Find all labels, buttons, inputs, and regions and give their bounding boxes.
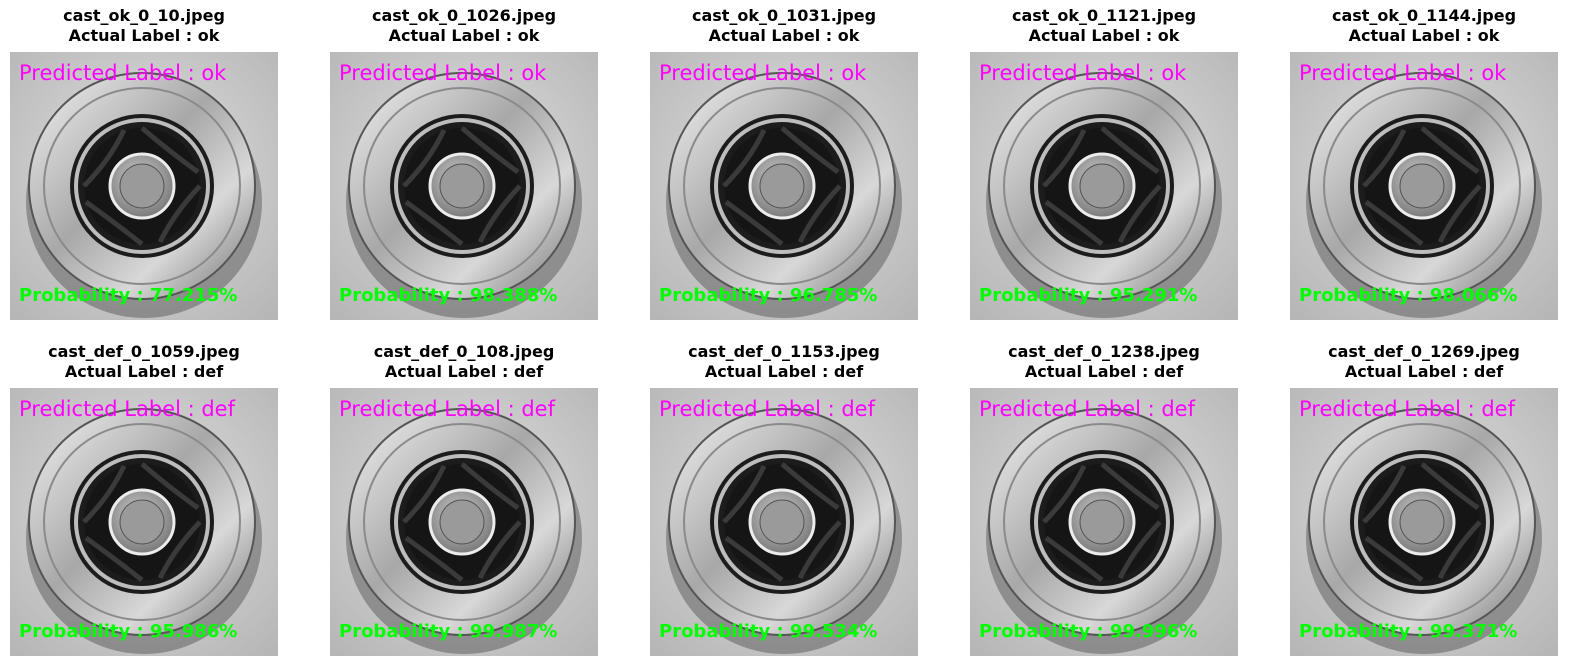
panel-actual-label: Actual Label : ok [388,26,540,45]
panel-filename: cast_def_0_1269.jpeg [1328,342,1520,361]
casting-photo [10,52,278,320]
probability-overlay: Probability : 99.996% [979,621,1198,642]
predicted-label-overlay: Predicted Label : def [659,397,875,421]
predicted-label-overlay: Predicted Label : ok [1299,61,1507,85]
panel-filename: cast_ok_0_1026.jpeg [371,6,557,25]
panel-actual-label: Actual Label : ok [708,26,860,45]
panel-filename: cast_ok_0_1031.jpeg [691,6,877,25]
probability-overlay: Probability : 99.987% [339,621,558,642]
probability-overlay: Probability : 98.388% [339,285,558,306]
predicted-label-overlay: Predicted Label : ok [19,61,227,85]
casting-photo [330,388,598,656]
casting-image: Predicted Label : ok Probability : 95.29… [970,52,1238,320]
casting-image: Predicted Label : def Probability : 99.5… [650,388,918,656]
casting-image: Predicted Label : ok Probability : 98.38… [330,52,598,320]
casting-photo [330,52,598,320]
panel-actual-label: Actual Label : def [1024,362,1184,381]
predicted-label-overlay: Predicted Label : def [339,397,555,421]
panel-filename: cast_ok_0_1144.jpeg [1331,6,1517,25]
casting-image: Predicted Label : def Probability : 99.9… [970,388,1238,656]
panel-actual-label: Actual Label : ok [1028,26,1180,45]
casting-photo [650,388,918,656]
panel-filename: cast_def_0_108.jpeg [373,342,555,361]
casting-photo [970,388,1238,656]
panel-filename: cast_ok_0_10.jpeg [63,6,225,25]
panel-filename: cast_def_0_1238.jpeg [1008,342,1200,361]
panel-actual-label: Actual Label : def [704,362,864,381]
probability-overlay: Probability : 96.785% [659,285,878,306]
casting-photo [10,388,278,656]
casting-image: Predicted Label : ok Probability : 98.06… [1290,52,1558,320]
panel-actual-label: Actual Label : ok [68,26,220,45]
casting-image: Predicted Label : ok Probability : 96.78… [650,52,918,320]
probability-overlay: Probability : 77.215% [19,285,238,306]
casting-photo [1290,52,1558,320]
panel-filename: cast_ok_0_1121.jpeg [1011,6,1197,25]
panel-actual-label: Actual Label : def [384,362,544,381]
casting-photo [1290,388,1558,656]
predicted-label-overlay: Predicted Label : def [979,397,1195,421]
predicted-label-overlay: Predicted Label : ok [339,61,547,85]
panel-actual-label: Actual Label : def [64,362,224,381]
predicted-label-overlay: Predicted Label : ok [979,61,1187,85]
casting-image: Predicted Label : def Probability : 95.9… [10,388,278,656]
predicted-label-overlay: Predicted Label : ok [659,61,867,85]
predicted-label-overlay: Predicted Label : def [19,397,235,421]
casting-image: Predicted Label : def Probability : 99.3… [1290,388,1558,656]
panel-filename: cast_def_0_1059.jpeg [48,342,240,361]
probability-overlay: Probability : 99.371% [1299,621,1518,642]
probability-overlay: Probability : 99.534% [659,621,878,642]
casting-photo [650,52,918,320]
probability-overlay: Probability : 95.986% [19,621,238,642]
probability-overlay: Probability : 98.066% [1299,285,1518,306]
panel-filename: cast_def_0_1153.jpeg [688,342,880,361]
panel-actual-label: Actual Label : def [1344,362,1504,381]
casting-image: Predicted Label : ok Probability : 77.21… [10,52,278,320]
panel-actual-label: Actual Label : ok [1348,26,1500,45]
predicted-label-overlay: Predicted Label : def [1299,397,1515,421]
casting-image: Predicted Label : def Probability : 99.9… [330,388,598,656]
probability-overlay: Probability : 95.291% [979,285,1198,306]
casting-photo [970,52,1238,320]
